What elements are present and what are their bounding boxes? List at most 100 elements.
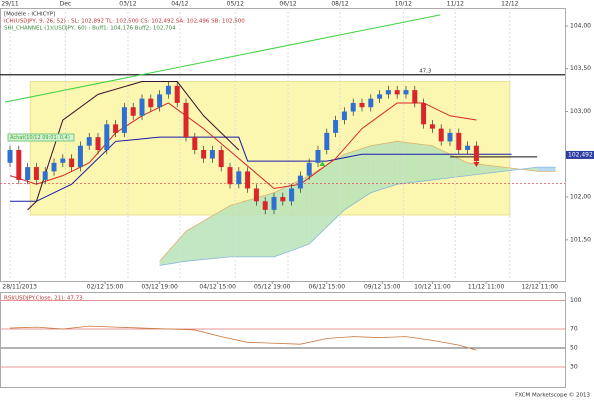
candle-body bbox=[403, 90, 409, 95]
candle-body bbox=[7, 149, 13, 163]
candle-body bbox=[447, 132, 453, 142]
candle-body bbox=[201, 149, 207, 159]
top-tick-label: 03/12 bbox=[119, 1, 136, 8]
rsi-tick-label: 50 bbox=[570, 345, 578, 352]
peak-label: 47,3 bbox=[419, 69, 432, 75]
candle-body bbox=[236, 171, 242, 185]
top-tick-label: 05/12 bbox=[227, 1, 244, 8]
bottom-tick-label: 04/12 15:00 bbox=[199, 284, 236, 291]
y-tick-label: 102,00 bbox=[570, 194, 591, 201]
candle-body bbox=[218, 149, 224, 168]
candle-body bbox=[86, 137, 92, 146]
candle-body bbox=[377, 94, 383, 99]
bottom-tick-label: 06/12 15:00 bbox=[309, 284, 346, 291]
price-panel bbox=[0, 8, 566, 282]
cloud-segment bbox=[344, 145, 371, 210]
indicator-line bbox=[27, 81, 240, 211]
footer: FXCM Marketscope © 2013 bbox=[515, 392, 590, 399]
candle-body bbox=[368, 98, 374, 108]
candle-body bbox=[324, 132, 330, 150]
candle-body bbox=[456, 132, 462, 150]
rsi-tick-label: 100 bbox=[570, 297, 582, 304]
top-tick-label: 04/12 bbox=[171, 1, 188, 8]
candle-body bbox=[121, 107, 127, 133]
signal-label: Achat(10/12 09:01: 0,4) bbox=[10, 135, 70, 141]
last-price-box bbox=[566, 150, 594, 159]
bottom-tick-label: 05/12 19:00 bbox=[254, 284, 291, 291]
cloud-edge bbox=[159, 166, 556, 266]
cloud-segment bbox=[537, 167, 556, 172]
candle-body bbox=[350, 102, 356, 112]
candle-body bbox=[306, 162, 312, 176]
top-tick-label: 10/12 bbox=[395, 1, 412, 8]
rsi-tick-label: 30 bbox=[570, 364, 578, 371]
candle-body bbox=[394, 90, 400, 95]
candle-body bbox=[183, 102, 189, 138]
top-tick-label: 11/12 bbox=[447, 1, 464, 8]
candle-body bbox=[227, 167, 233, 185]
candle-body bbox=[280, 197, 286, 202]
candle-body bbox=[16, 149, 22, 180]
y-tick-label: 101,50 bbox=[570, 236, 591, 243]
candle-body bbox=[42, 171, 48, 180]
bottom-tick-label: 11/12 11:00 bbox=[468, 284, 505, 291]
cloud-segment bbox=[309, 154, 345, 245]
top-tick-label: 06/12 bbox=[279, 1, 296, 8]
cloud-edge bbox=[159, 141, 556, 262]
legend-channel: SHI_CHANNEL (1)(USDJPY, 60) : Buff1: 104… bbox=[4, 26, 176, 32]
candle-body bbox=[51, 162, 57, 172]
buy-arrow bbox=[319, 161, 326, 166]
bottom-tick-label: 28/11/2013 bbox=[2, 284, 37, 291]
signal-box bbox=[7, 133, 75, 142]
candle-body bbox=[77, 145, 83, 168]
candle-body bbox=[130, 107, 136, 116]
candle-body bbox=[60, 158, 66, 163]
candle-body bbox=[438, 128, 444, 142]
candle-body bbox=[412, 90, 418, 103]
rsi-label: RSI(USDJPY.Close, 21): 47,73 bbox=[4, 296, 83, 302]
bottom-tick-label: 12/12 11:00 bbox=[521, 284, 558, 291]
y-tick-label: 104,00 bbox=[570, 22, 591, 29]
bottom-tick-label: 10/12 11:00 bbox=[414, 284, 451, 291]
candle-body bbox=[25, 167, 31, 180]
candle-body bbox=[104, 124, 110, 150]
candle-body bbox=[33, 167, 39, 180]
candle-body bbox=[157, 94, 163, 108]
candle-body bbox=[192, 137, 198, 150]
cloud-segment bbox=[370, 141, 398, 193]
candle-body bbox=[139, 98, 145, 116]
indicator-line bbox=[10, 136, 512, 202]
candle-body bbox=[113, 124, 119, 133]
candle-body bbox=[69, 158, 75, 168]
candle-body bbox=[297, 175, 303, 189]
bottom-tick-label: 03/12 19:00 bbox=[141, 284, 178, 291]
candle-body bbox=[174, 85, 180, 103]
bottom-tick-label: 09/12 15:00 bbox=[364, 284, 401, 291]
indicator-line bbox=[4, 14, 441, 103]
sell-arrow bbox=[473, 162, 480, 167]
candle-body bbox=[253, 188, 259, 202]
candle-body bbox=[385, 90, 391, 95]
candle-body bbox=[209, 149, 215, 159]
candle-body bbox=[165, 85, 171, 95]
plot: 104,00 103,50 103,00 102,00 101,50 29/11 Dec 03… bbox=[0, 1, 594, 371]
candle-body bbox=[148, 98, 154, 108]
candle-body bbox=[421, 102, 427, 125]
candle-body bbox=[341, 111, 347, 121]
bottom-tick-label: 02/12 15:00 bbox=[87, 284, 124, 291]
cloud-segment bbox=[186, 205, 231, 262]
candle-body bbox=[245, 171, 251, 189]
y-tick-label: 103,50 bbox=[570, 65, 591, 72]
rsi-tick-label: 70 bbox=[570, 326, 578, 333]
y-tick-label: 103,00 bbox=[570, 108, 591, 115]
candle-body bbox=[271, 197, 277, 210]
candle-body bbox=[359, 102, 365, 108]
rsi-line bbox=[10, 325, 477, 351]
cloud-segment bbox=[397, 141, 433, 185]
candle-body bbox=[465, 145, 471, 150]
top-tick-label: Dec bbox=[60, 1, 72, 8]
candle-body bbox=[333, 120, 339, 133]
candle-body bbox=[95, 137, 101, 150]
legend-ich: ICH(USDJPY, 9, 26, 52) : SL: 102,892 TL:… bbox=[4, 19, 245, 25]
